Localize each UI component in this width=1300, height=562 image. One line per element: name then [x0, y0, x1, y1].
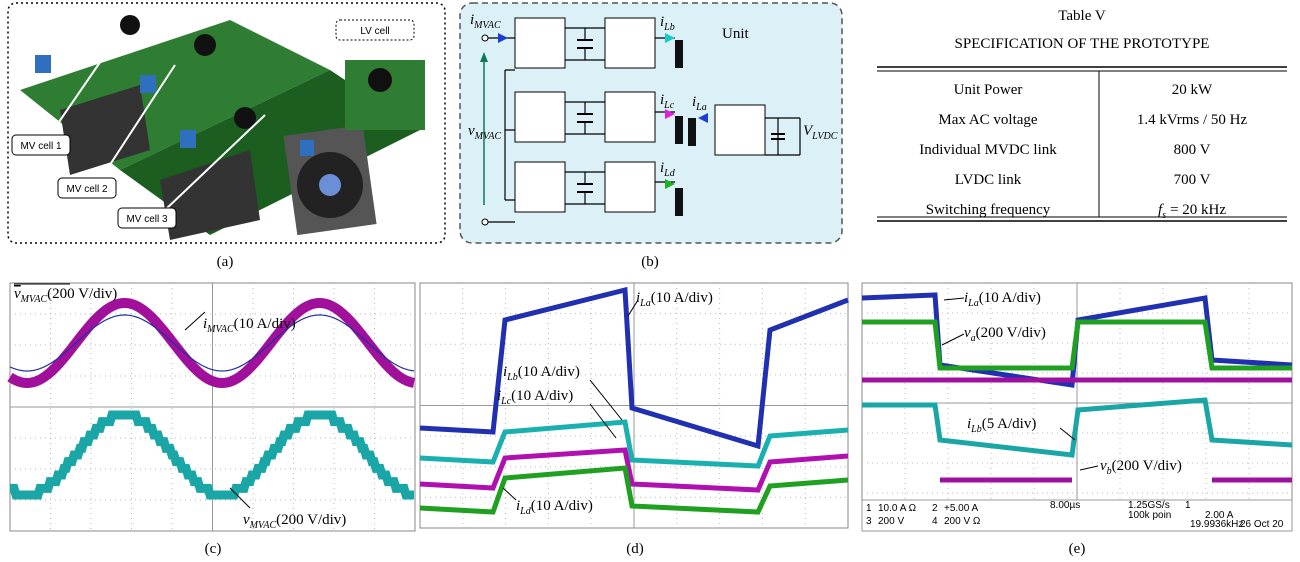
converter-module: [515, 92, 565, 142]
rest: = 20 kHz: [1170, 202, 1226, 218]
photo-label: MV cell 2: [66, 184, 108, 195]
converter-module: [605, 18, 655, 68]
spec-table: Table V SPECIFICATION OF THE PROTOTYPE U…: [877, 8, 1287, 221]
status-text: 200 V: [878, 516, 904, 527]
status-text: 8.00µs: [1050, 500, 1080, 511]
table-cell: Unit Power: [954, 82, 1023, 98]
status-text: 1: [1185, 500, 1191, 511]
status-text: 10.0 A Ω: [878, 503, 917, 514]
table-cell: 20 kW: [1172, 82, 1213, 98]
photo-label: LV cell: [360, 26, 389, 37]
status-text: 26 Oct 20: [1240, 519, 1284, 530]
photo-panel: LV cell MV cell 1 MV cell 2 MV cell 3: [8, 3, 445, 243]
photo-label: MV cell 1: [20, 141, 62, 152]
photo-label: MV cell 3: [126, 214, 168, 225]
table-cell: 700 V: [1174, 172, 1211, 188]
caption: (b): [641, 254, 659, 270]
figure: LV cell MV cell 1 MV cell 2 MV cell 3 (a…: [0, 0, 1300, 562]
converter-module: [605, 162, 655, 212]
table-cell: Max AC voltage: [938, 112, 1037, 128]
status-text: 200 V Ω: [944, 516, 981, 527]
status-text: 3: [866, 516, 872, 527]
circuit-title: Unit: [722, 26, 750, 42]
circuit-panel: iMVAC vMVAC Unit iLb iLc iLd iLa VLVDC: [460, 3, 842, 243]
table-cell: Individual MVDC link: [919, 142, 1057, 158]
status-text: 4: [932, 516, 938, 527]
status-text: +5.00 A: [944, 503, 979, 514]
converter-module: [605, 92, 655, 142]
table-title: SPECIFICATION OF THE PROTOTYPE: [955, 36, 1210, 52]
table-number: Table V: [1058, 8, 1106, 24]
converter-module: [515, 18, 565, 68]
status-text: 100k poin: [1128, 510, 1171, 521]
caption: (d): [626, 541, 644, 557]
sub: s: [1162, 210, 1166, 221]
table-cell: Switching frequency: [926, 202, 1051, 218]
table-cell: fs= 20 kHz: [1158, 202, 1226, 221]
table-cell: 1.4 kVrms / 50 Hz: [1137, 112, 1248, 128]
status-text: 2: [932, 503, 938, 514]
table-cell: LVDC link: [955, 172, 1022, 188]
status-text: 1: [866, 503, 872, 514]
converter-module: [515, 162, 565, 212]
caption: (c): [205, 541, 222, 557]
caption: (a): [217, 254, 234, 270]
table-cell: 800 V: [1174, 142, 1211, 158]
status-text: 19.9936kHz: [1190, 519, 1243, 530]
caption: (e): [1069, 541, 1086, 557]
